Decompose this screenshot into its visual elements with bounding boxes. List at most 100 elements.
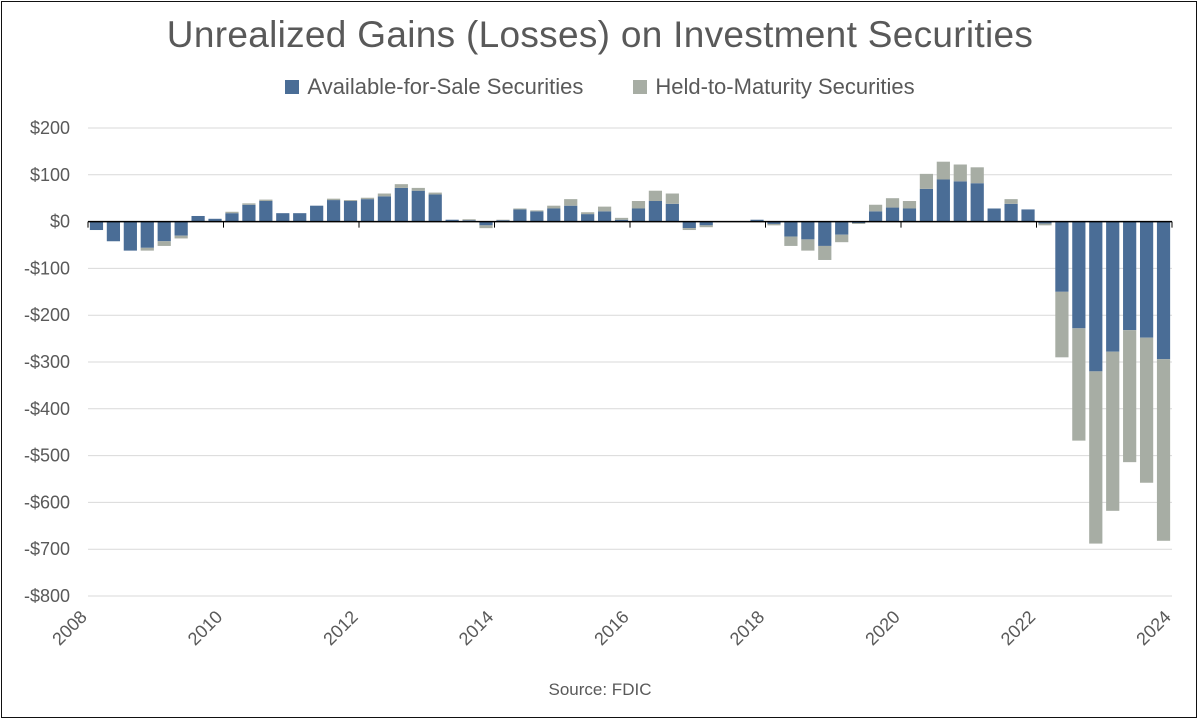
bar-afs — [445, 219, 459, 222]
y-tick-label: -$600 — [24, 492, 70, 512]
bar-htm — [902, 201, 917, 209]
bar-afs — [1004, 203, 1018, 222]
bar-htm — [1072, 328, 1086, 441]
gridlines — [88, 127, 1172, 597]
chart-title: Unrealized Gains (Losses) on Investment … — [166, 14, 1034, 55]
bar-htm — [394, 184, 408, 188]
bar-htm — [462, 219, 476, 221]
bar-htm — [564, 199, 578, 206]
bar-htm — [1123, 330, 1137, 463]
bar-afs — [682, 221, 696, 229]
y-tick-label: -$400 — [24, 399, 70, 419]
x-tick-label: 2008 — [48, 607, 90, 649]
bar-htm — [242, 203, 256, 205]
bar-htm — [140, 247, 154, 251]
bar-afs — [1089, 221, 1103, 372]
legend-swatch-afs — [285, 80, 300, 94]
y-tick-label: -$300 — [24, 352, 70, 372]
y-axis-tick-labels: $200 $100 $0 -$100 -$200 -$300 -$400 -$500 -$600… — [24, 118, 70, 606]
bar-htm — [1055, 291, 1069, 358]
bar-afs — [276, 213, 290, 222]
bar-htm — [953, 164, 967, 182]
bar-htm — [852, 223, 866, 224]
bar-afs — [479, 221, 493, 226]
bar-afs — [1139, 221, 1154, 338]
bar-htm — [885, 198, 900, 208]
bar-afs — [1038, 221, 1052, 224]
bar-htm — [496, 219, 510, 221]
bar-afs — [902, 208, 917, 222]
x-tick-label: 2012 — [319, 607, 361, 649]
bar-afs — [428, 194, 442, 222]
bar-afs — [936, 179, 950, 222]
bar-afs — [784, 221, 798, 237]
bar-afs — [242, 204, 256, 222]
bar-htm — [682, 228, 696, 231]
bar-afs — [310, 205, 324, 222]
bar-htm — [936, 161, 950, 180]
bar-htm — [157, 241, 171, 246]
bar-afs — [868, 211, 883, 222]
bar-afs — [208, 218, 222, 222]
bar-afs — [1021, 209, 1035, 222]
y-tick-label: $0 — [50, 212, 70, 232]
bar-afs — [360, 199, 375, 222]
bar-htm — [1004, 199, 1018, 204]
y-tick-label: -$100 — [24, 258, 70, 278]
bar-htm — [174, 235, 188, 239]
x-tick-label: 2010 — [184, 607, 226, 649]
bar-afs — [581, 214, 595, 222]
bar-htm — [225, 211, 239, 214]
bar-htm — [377, 193, 392, 197]
x-tick-label: 2018 — [726, 607, 768, 649]
y-tick-label: $200 — [30, 118, 70, 138]
bar-htm — [479, 225, 493, 229]
bar-htm — [343, 200, 358, 202]
legend-item-afs: Available-for-Sale Securities — [285, 74, 583, 100]
bar-htm — [547, 205, 561, 209]
bar-afs — [191, 215, 205, 222]
bar-htm — [411, 187, 425, 191]
y-tick-label: -$500 — [24, 446, 70, 466]
bar-htm — [513, 208, 527, 210]
x-axis — [87, 220, 1173, 228]
bar-afs — [835, 221, 849, 235]
bar-afs — [377, 196, 392, 222]
bar-afs — [1106, 221, 1120, 352]
bar-afs — [750, 219, 764, 222]
bar-afs — [885, 207, 900, 222]
bar-afs — [259, 201, 273, 222]
bar-htm — [1156, 359, 1171, 541]
bar-afs — [157, 221, 171, 242]
bar-afs — [631, 208, 646, 222]
bar-htm — [259, 199, 273, 202]
bar-afs — [225, 213, 239, 222]
bar-afs — [411, 190, 425, 222]
bar-afs — [919, 188, 934, 222]
legend-label-htm: Held-to-Maturity Securities — [655, 74, 915, 99]
bar-htm — [1089, 371, 1103, 544]
bar-htm — [784, 236, 798, 246]
bar-htm — [970, 167, 984, 184]
bar-afs — [89, 221, 104, 231]
bar-htm — [1038, 223, 1052, 226]
bar-afs — [394, 187, 408, 222]
bar-afs — [818, 221, 832, 246]
bar-htm — [699, 225, 713, 228]
bar-afs — [1156, 221, 1171, 360]
chart-source: Source: FDIC — [548, 680, 652, 699]
x-tick-label: 2022 — [997, 607, 1039, 649]
bar-afs — [665, 203, 679, 222]
bar-htm — [428, 192, 442, 195]
bar-htm — [919, 173, 934, 189]
bar-afs — [564, 205, 578, 222]
bar-htm — [648, 190, 663, 202]
bar-afs — [801, 221, 815, 240]
bar-htm — [1139, 337, 1154, 483]
x-axis-tick-labels: 2008 2010 2012 2014 2016 2018 2020 2022 2024 — [48, 607, 1174, 649]
bar-afs — [343, 201, 358, 222]
bar-afs — [970, 183, 984, 222]
bar-htm — [597, 206, 612, 212]
